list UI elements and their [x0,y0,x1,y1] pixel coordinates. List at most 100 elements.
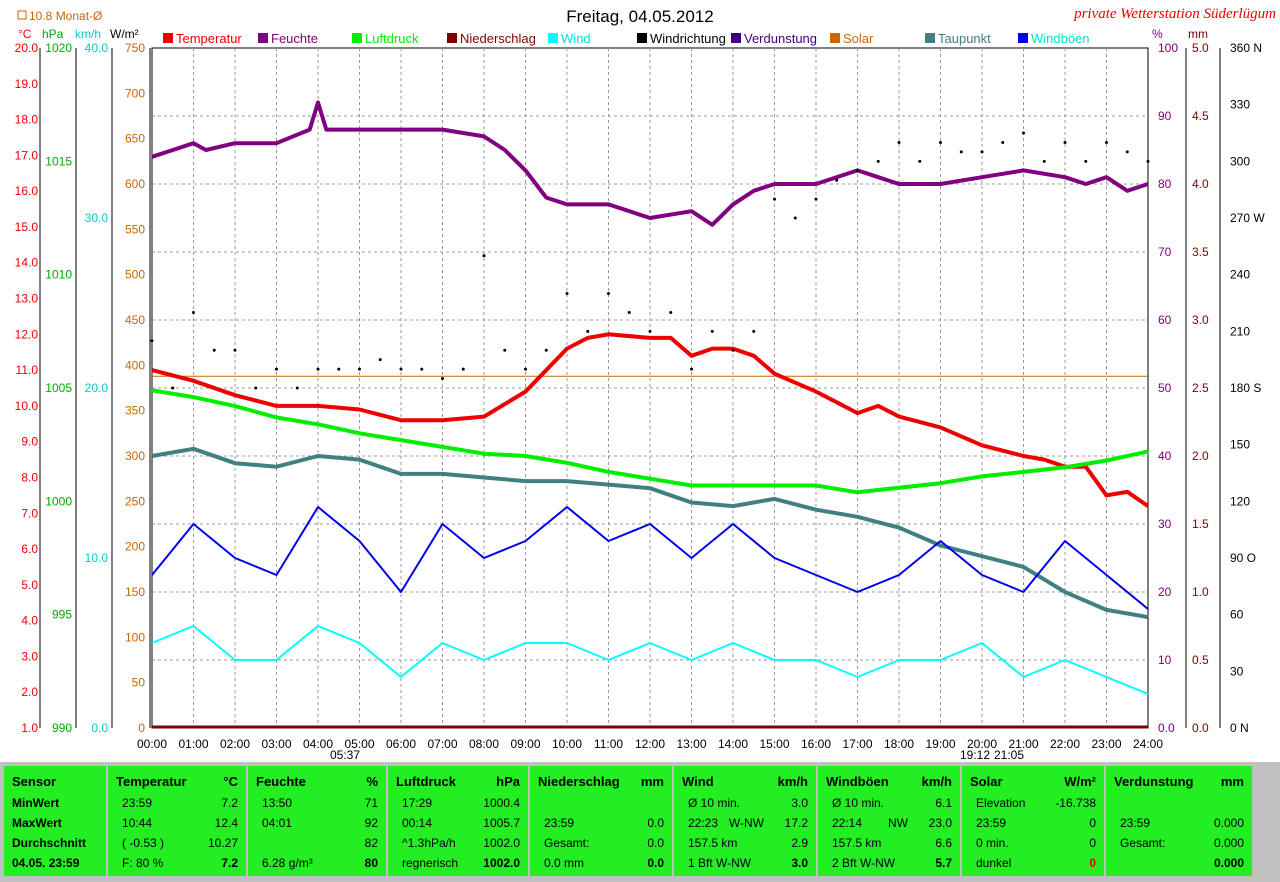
legend-label[interactable]: Taupunkt [938,31,991,46]
stats-label: 00:14 [402,816,433,830]
solar-tick-label: 550 [125,222,145,236]
stats-col-header: Solar W/m² [970,774,1096,789]
wind-direction-point [669,310,673,314]
direction-tick-label: 240 [1230,268,1250,282]
legend-label[interactable]: Luftdruck [365,31,419,46]
stats-col-unit: mm [640,774,664,789]
stats-row [1114,796,1244,814]
stats-label: 157.5 km [832,836,882,850]
humidity-tick-label: 90 [1158,109,1172,123]
stats-value: 1000.4 [483,796,520,810]
direction-tick-label: 90 O [1230,551,1256,565]
stats-col-3: Luftdruck hPa 17:29 1000.4 00:14 1005.7 ^1.3hP… [388,766,528,876]
series-luftdruck [151,388,1149,495]
stats-label: 10:44 [122,816,153,830]
wind-direction-point [814,197,818,201]
legend-label[interactable]: Solar [843,31,874,46]
series-temperatur [151,332,1150,508]
wind-direction-point [171,386,175,390]
chart-title: Freitag, 04.05.2012 [566,7,713,26]
temp-tick-label: 17.0 [15,148,39,162]
wind-tick-label: 40.0 [85,41,109,55]
pressure-tick-label: 995 [52,608,72,622]
stats-col-unit: km/h [777,774,808,789]
month-avg-checkbox[interactable] [17,10,27,20]
temp-tick-label: 9.0 [21,435,38,449]
legend-swatch[interactable] [731,33,741,43]
wind-direction-point [565,292,569,296]
stats-row [538,796,664,814]
stats-label: 1 Bft W-NW [688,856,752,870]
stats-value: 92 [364,816,378,830]
stats-row: 13:50 71 [256,796,378,814]
stats-value: 82 [364,836,378,850]
stats-row: 04:01 92 [256,816,378,834]
wind-direction-point [1146,159,1150,163]
stats-row: Gesamt: 0.000 [1114,836,1244,854]
stats-label: 157.5 km [688,836,738,850]
wind-direction-point [627,310,631,314]
solar-tick-label: 150 [125,585,145,599]
stats-value: 3.0 [791,856,808,870]
solar-tick-label: 450 [125,313,145,327]
stats-label: 04.05. 23:59 [12,856,80,870]
stats-label: ( -0.53 ) [122,836,165,850]
legend-swatch[interactable] [1018,33,1028,43]
legend-swatch[interactable] [637,33,647,43]
legend-label[interactable]: Niederschlag [460,31,536,46]
legend-swatch[interactable] [830,33,840,43]
pressure-tick-label: 1010 [45,268,72,282]
temp-tick-label: 7.0 [21,506,38,520]
stats-value: 1002.0 [483,856,520,870]
solar-tick-label: 0 [138,721,145,735]
x-tick-label: 14:00 [718,737,748,751]
stats-label: F: 80 % [122,856,164,870]
stats-label: Ø 10 min. [688,796,741,810]
stats-label: 23:59 [544,816,575,830]
stats-row: F: 80 % 7.2 [116,856,238,874]
legend: Temperatur Feuchte Luftdruck Niederschlag Wi… [163,31,1090,46]
legend-swatch[interactable] [352,33,362,43]
stats-value: 17.2 [784,816,808,830]
rain-tick-label: 3.0 [1192,313,1209,327]
stats-label: regnerisch [402,856,459,870]
humidity-tick-label: 60 [1158,313,1172,327]
wind-tick-label: 0.0 [91,721,108,735]
legend-swatch[interactable] [447,33,457,43]
stats-row: 22:23 W-NW 17.2 [682,816,808,834]
legend-label[interactable]: Wind [561,31,591,46]
temp-tick-label: 2.0 [21,685,38,699]
stats-value: 2.9 [791,836,808,850]
temp-tick-label: 13.0 [15,292,39,306]
stats-value: 12.4 [214,816,238,830]
wind-direction-point [544,348,548,352]
legend-swatch[interactable] [548,33,558,43]
legend-label[interactable]: Feuchte [271,31,318,46]
stats-label: 23:59 [1120,816,1151,830]
stats-col-unit: km/h [921,774,952,789]
legend-label[interactable]: Temperatur [176,31,242,46]
x-tick-label: 08:00 [469,737,499,751]
temp-tick-label: 10.0 [15,399,39,413]
legend-swatch[interactable] [163,33,173,43]
stats-value: 0.0 [647,816,664,830]
direction-tick-label: 180 S [1230,381,1261,395]
legend-label[interactable]: Verdunstung [744,31,817,46]
wind-direction-point [1001,140,1005,144]
stats-value: 7.2 [221,856,238,870]
rain-tick-label: 4.5 [1192,109,1209,123]
stats-row: 23:59 7.2 [116,796,238,814]
legend-swatch[interactable] [925,33,935,43]
legend-label[interactable]: Windböen [1031,31,1090,46]
wind-direction-point [1022,131,1025,135]
x-tick-label: 18:00 [884,737,914,751]
stats-value: 0 [1089,856,1096,870]
stats-col-header: Feuchte% [256,774,378,789]
stats-value: 5.7 [935,856,952,870]
hpa-unit: hPa [42,27,64,41]
wind-direction-point [939,140,942,144]
direction-tick-label: 150 [1230,438,1250,452]
legend-swatch[interactable] [258,33,268,43]
legend-label[interactable]: Windrichtung [650,31,726,46]
wind-direction-point [295,386,299,390]
